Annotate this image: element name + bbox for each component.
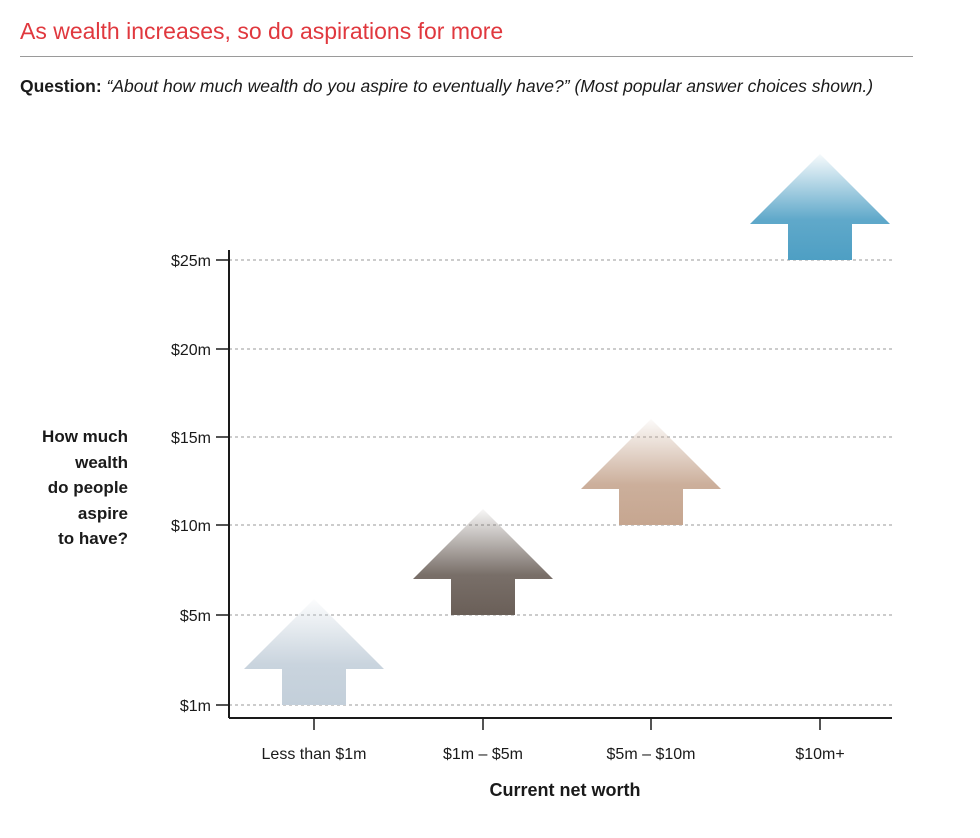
x-tick-label: $10m+ [795, 746, 844, 763]
y-tick-label: $20m [171, 342, 211, 359]
grid-lines [229, 259, 892, 706]
up-arrow-mark [244, 599, 384, 705]
y-tick-label: $25m [171, 253, 211, 270]
up-arrow-mark [581, 419, 721, 525]
up-arrow-mark [750, 154, 890, 260]
y-axis-label: How much wealth do people aspire to have… [8, 424, 128, 552]
x-tick-label: Less than $1m [262, 746, 367, 763]
chart-title: As wealth increases, so do aspirations f… [20, 18, 504, 44]
x-tick-label: $1m – $5m [443, 746, 523, 763]
arrow-marks [244, 154, 890, 705]
y-axis-label-line: to have? [58, 529, 128, 549]
y-axis-label-line: aspire [77, 503, 128, 523]
x-axis-label: Current net worth [489, 780, 641, 800]
y-tick-label: $1m [180, 698, 211, 715]
title-divider [20, 56, 913, 57]
y-tick-label: $5m [180, 608, 211, 625]
y-axis-label-line: wealth [75, 452, 128, 472]
y-tick-label: $15m [171, 430, 211, 447]
question-text: Question: “About how much wealth do you … [20, 74, 920, 99]
y-tick-label: $10m [171, 518, 211, 535]
up-arrow-mark [413, 509, 553, 615]
y-axis-label-line: How much [42, 427, 128, 446]
tick-labels: $1m $5m $10m $15m $20m $25m Less than $1m $1m –… [171, 253, 845, 763]
question-body: “About how much wealth do you aspire to … [106, 76, 874, 96]
question-label: Question: [20, 76, 102, 96]
y-axis-label-line: do people [47, 478, 128, 498]
x-tick-label: $5m – $10m [607, 746, 696, 763]
axes [216, 250, 892, 730]
